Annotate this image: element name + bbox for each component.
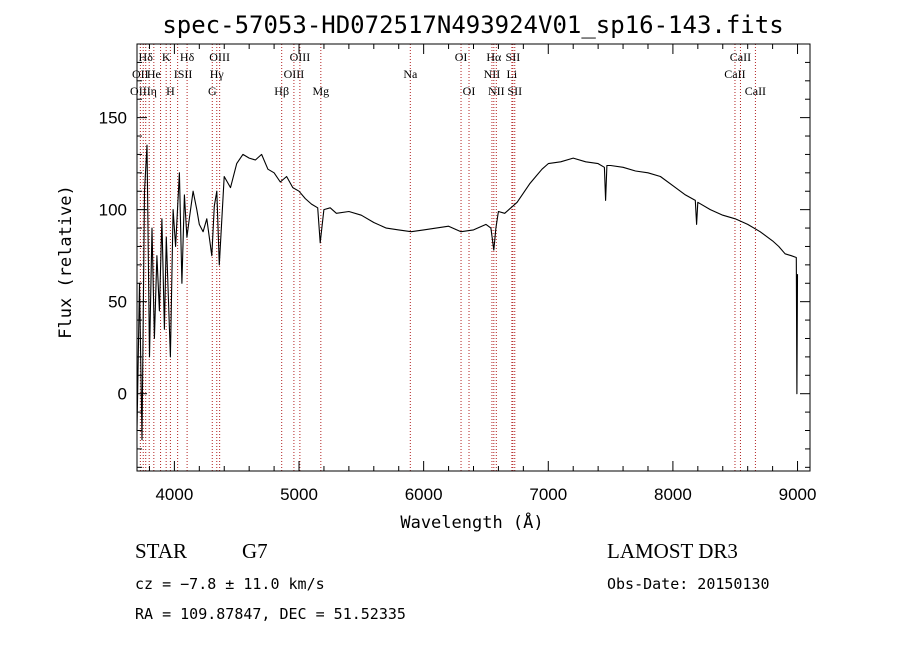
chart-title: spec-57053-HD072517N493924V01_sp16-143.f… [162,11,783,39]
line-label-10: He [147,67,161,81]
line-label-20: H [166,84,175,98]
line-label-12: Hγ [210,67,225,81]
survey-name: LAMOST DR3 [607,539,738,563]
line-label-5: OI [455,50,468,64]
line-label-26: SII [507,84,522,98]
line-label-4: OIII [290,50,311,64]
line-label-15: NII [484,67,501,81]
redshift-text: cz = −7.8 ± 11.0 km/s [135,575,325,593]
line-label-2: Hδ [180,50,195,64]
line-label-1: K [162,50,171,64]
spectral-line-markers [139,44,756,471]
line-label-6: Hα [486,50,502,64]
line-label-25: NII [488,84,505,98]
line-label-7: SII [506,50,521,64]
line-label-8: CaII [730,50,751,64]
object-class: STAR [135,539,187,563]
line-label-18: OIII [130,84,151,98]
x-tick-label-5: 9000 [779,485,817,504]
obs-date: Obs-Date: 20150130 [607,575,770,593]
line-label-17: CaII [724,67,745,81]
line-label-23: Mg [312,84,329,98]
spectrum-series [136,144,799,441]
y-axis: 0 50 100 150 [99,43,810,468]
y-tick-label-3: 150 [99,109,127,128]
x-tick-label-0: 4000 [155,485,193,504]
line-label-11: ISII [174,67,193,81]
x-axis-title: Wavelength (Å) [400,511,543,533]
y-tick-label-0: 0 [118,385,127,404]
line-label-0: Hδ [139,50,154,64]
x-tick-label-2: 6000 [405,485,443,504]
line-label-9: OII [132,67,149,81]
y-tick-label-2: 100 [99,201,127,220]
line-label-21: G [208,84,217,98]
line-label-27: CaII [745,84,766,98]
object-subclass: G7 [242,539,268,563]
x-axis: 4000 5000 6000 7000 8000 9000 [148,44,817,504]
x-tick-label-1: 5000 [280,485,318,504]
plot-frame [136,43,811,472]
x-tick-label-3: 7000 [529,485,567,504]
coordinates: RA = 109.87847, DEC = 51.52335 [135,605,406,623]
line-label-13: OIII [284,67,305,81]
line-label-19: η [151,84,157,98]
line-label-14: Na [403,67,418,81]
y-tick-label-1: 50 [108,293,127,312]
x-tick-label-4: 8000 [654,485,692,504]
line-label-3: OIII [209,50,230,64]
spectrum-line [136,144,799,441]
line-label-24: OI [463,84,476,98]
line-label-16: Li [507,67,518,81]
y-axis-title: Flux (relative) [56,185,76,339]
line-label-22: Hβ [274,84,289,98]
